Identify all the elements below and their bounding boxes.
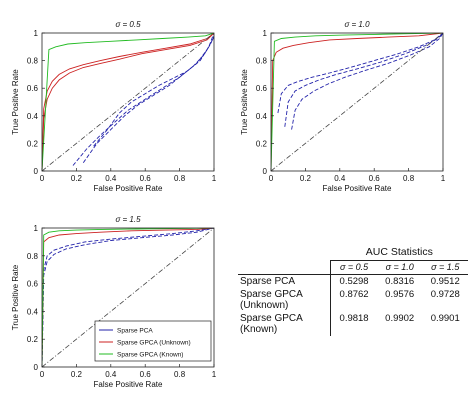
y-axis-label: True Positive Rate bbox=[11, 69, 20, 135]
y-tick-label: 0.6 bbox=[27, 84, 39, 93]
plot-frame bbox=[41, 227, 215, 368]
y-tick-label: 0 bbox=[263, 167, 268, 176]
cell-value: 0.9901 bbox=[430, 313, 460, 324]
table-row: Sparse GPCA (Unknown) 0.8762 0.9576 0.97… bbox=[238, 288, 468, 312]
x-axis-label: False Positive Rate bbox=[323, 184, 392, 193]
x-tick-label: 0.4 bbox=[105, 174, 117, 183]
y-tick-label: 0.2 bbox=[27, 139, 39, 148]
y-tick-label: 1 bbox=[34, 29, 39, 38]
plot-frame bbox=[41, 32, 215, 172]
y-axis-label: True Positive Rate bbox=[11, 264, 20, 330]
cell-value: 0.9576 bbox=[385, 289, 415, 300]
y-tick-label: 0.6 bbox=[27, 280, 39, 289]
series-line-5 bbox=[42, 33, 214, 171]
x-tick-label: 0.8 bbox=[174, 370, 186, 379]
y-tick-label: 1 bbox=[34, 224, 39, 233]
table-row: Sparse GPCA (Known) 0.9818 0.9902 0.9901 bbox=[238, 312, 468, 336]
y-tick-label: 0.8 bbox=[27, 57, 39, 66]
series-line-2 bbox=[42, 228, 214, 367]
roc-panel-sigma-1-5: 0 0.2 0.4 0.6 0.8 1 0 0.2 0.4 0.6 0.8 1 σ = 1.5 False… bbox=[11, 215, 217, 389]
auc-statistics-table: AUC Statistics σ = 0.5 σ = 1.0 σ = 1.5 S… bbox=[238, 246, 468, 336]
y-axis-label: True Positive Rate bbox=[240, 69, 249, 135]
series-line-4 bbox=[271, 33, 443, 171]
y-tick-label: 0.4 bbox=[27, 307, 39, 316]
x-tick-label: 1 bbox=[441, 174, 446, 183]
x-tick-label: 0.4 bbox=[105, 370, 117, 379]
series-line-3 bbox=[42, 33, 214, 171]
plot-frame bbox=[270, 32, 444, 172]
series-line-2 bbox=[93, 33, 214, 147]
y-tick-label: 0.2 bbox=[27, 335, 39, 344]
panel-title: σ = 1.5 bbox=[115, 215, 141, 224]
series-line-1 bbox=[284, 33, 443, 127]
row-label-sparse-gpca-known: Sparse GPCA (Known) bbox=[238, 312, 332, 336]
x-tick-label: 0.6 bbox=[140, 174, 152, 183]
cell-value: 0.5298 bbox=[339, 276, 369, 287]
x-tick-label: 1 bbox=[212, 370, 217, 379]
series-line-0 bbox=[42, 228, 214, 367]
column-header-sigma-1-5: σ = 1.5 bbox=[422, 260, 468, 275]
x-tick-label: 0.8 bbox=[174, 174, 186, 183]
header-blank bbox=[238, 260, 332, 275]
x-tick-label: 0.2 bbox=[71, 174, 83, 183]
series-line-6 bbox=[42, 33, 214, 171]
table-row: Sparse PCA 0.5298 0.8316 0.9512 bbox=[238, 274, 468, 288]
table-corner bbox=[238, 246, 331, 261]
table-title: AUC Statistics bbox=[365, 246, 433, 258]
x-tick-label: 0.6 bbox=[140, 370, 152, 379]
cell-value: 0.9512 bbox=[430, 276, 460, 287]
series-group bbox=[42, 33, 214, 171]
column-header-sigma-1-0: σ = 1.0 bbox=[376, 260, 423, 275]
column-header-sigma-0-5: σ = 0.5 bbox=[330, 260, 377, 275]
legend-box bbox=[94, 320, 212, 362]
series-group bbox=[42, 228, 214, 367]
series-line-3 bbox=[42, 228, 214, 367]
y-tick-label: 0 bbox=[34, 167, 39, 176]
series-line-4 bbox=[42, 33, 214, 171]
y-tick-label: 0.6 bbox=[256, 84, 268, 93]
cell-value: 0.9728 bbox=[430, 289, 460, 300]
series-line-2 bbox=[291, 33, 443, 130]
roc-panel-sigma-0-5: 0 0.2 0.4 0.6 0.8 1 0 0.2 0.4 0.6 0.8 1 σ = 0.5 False… bbox=[11, 20, 217, 193]
series-line-4 bbox=[42, 228, 214, 367]
x-tick-label: 0.4 bbox=[334, 174, 346, 183]
x-axis-label: False Positive Rate bbox=[94, 184, 163, 193]
cell-value: 0.8316 bbox=[385, 276, 415, 287]
series-line-1 bbox=[82, 36, 214, 163]
cell-value: 0.9902 bbox=[385, 313, 415, 324]
x-tick-label: 0.2 bbox=[71, 370, 83, 379]
cell-value: 0.8762 bbox=[339, 289, 369, 300]
x-tick-label: 0.2 bbox=[300, 174, 312, 183]
series-group bbox=[271, 33, 443, 171]
y-tick-label: 0.4 bbox=[27, 112, 39, 121]
legend-entry: Sparse GPCA (Known) bbox=[117, 352, 183, 359]
x-tick-label: 0 bbox=[40, 370, 45, 379]
y-tick-label: 1 bbox=[263, 29, 268, 38]
series-line-3 bbox=[271, 33, 443, 171]
series-line-0 bbox=[277, 33, 443, 114]
x-tick-label: 0 bbox=[269, 174, 274, 183]
y-tick-label: 0.4 bbox=[256, 112, 268, 121]
y-tick-label: 0.8 bbox=[256, 57, 268, 66]
roc-panel-sigma-1-0: 0 0.2 0.4 0.6 0.8 1 0 0.2 0.4 0.6 0.8 1 σ = 1.0 False… bbox=[240, 20, 446, 193]
legend: Sparse PCA Sparse GPCA (Unknown) Sparse GP… bbox=[94, 320, 212, 362]
series-line-5 bbox=[271, 33, 443, 171]
panel-title: σ = 0.5 bbox=[115, 20, 141, 29]
y-tick-label: 0.2 bbox=[256, 139, 268, 148]
x-tick-label: 0 bbox=[40, 174, 45, 183]
panel-title: σ = 1.0 bbox=[344, 20, 370, 29]
row-label-sparse-pca: Sparse PCA bbox=[238, 274, 332, 288]
x-tick-label: 0.8 bbox=[403, 174, 415, 183]
row-label-sparse-gpca-unknown: Sparse GPCA (Unknown) bbox=[238, 288, 332, 312]
x-tick-label: 0.6 bbox=[369, 174, 381, 183]
y-tick-label: 0.8 bbox=[27, 252, 39, 261]
legend-entry: Sparse PCA bbox=[117, 328, 153, 335]
y-tick-label: 0 bbox=[34, 363, 39, 372]
x-tick-label: 1 bbox=[212, 174, 217, 183]
legend-entry: Sparse GPCA (Unknown) bbox=[117, 340, 191, 347]
x-axis-label: False Positive Rate bbox=[94, 380, 163, 389]
cell-value: 0.9818 bbox=[339, 313, 369, 324]
